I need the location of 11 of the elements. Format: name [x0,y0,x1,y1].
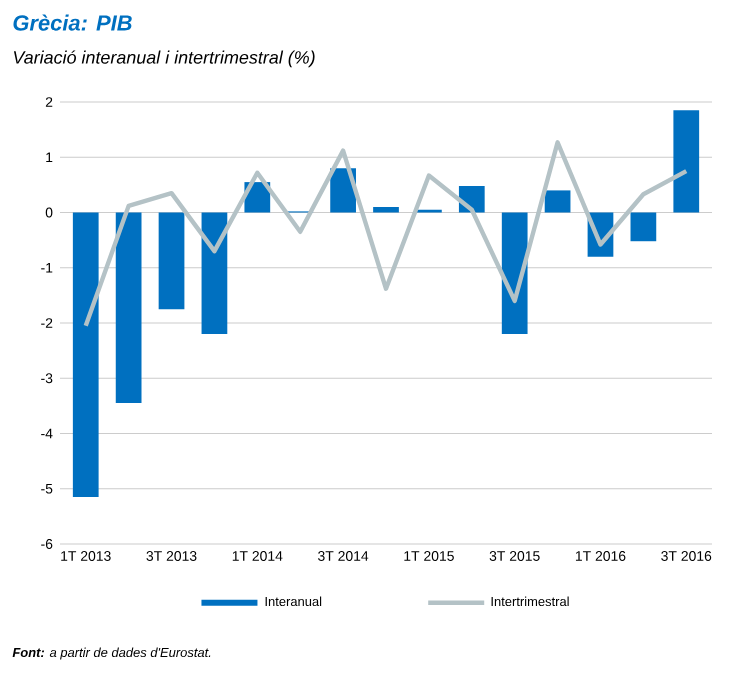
bar [630,212,657,242]
line-series [83,140,689,328]
bar [373,206,399,213]
bar [115,212,142,404]
bar [544,190,571,213]
chart-subtitle: Variació interanual i intertrimestral (%) [13,50,315,68]
bar [72,212,99,498]
bar [201,212,228,335]
bar [673,110,700,213]
chart-title: Grècia: PIB [13,14,132,31]
bar [158,212,185,310]
